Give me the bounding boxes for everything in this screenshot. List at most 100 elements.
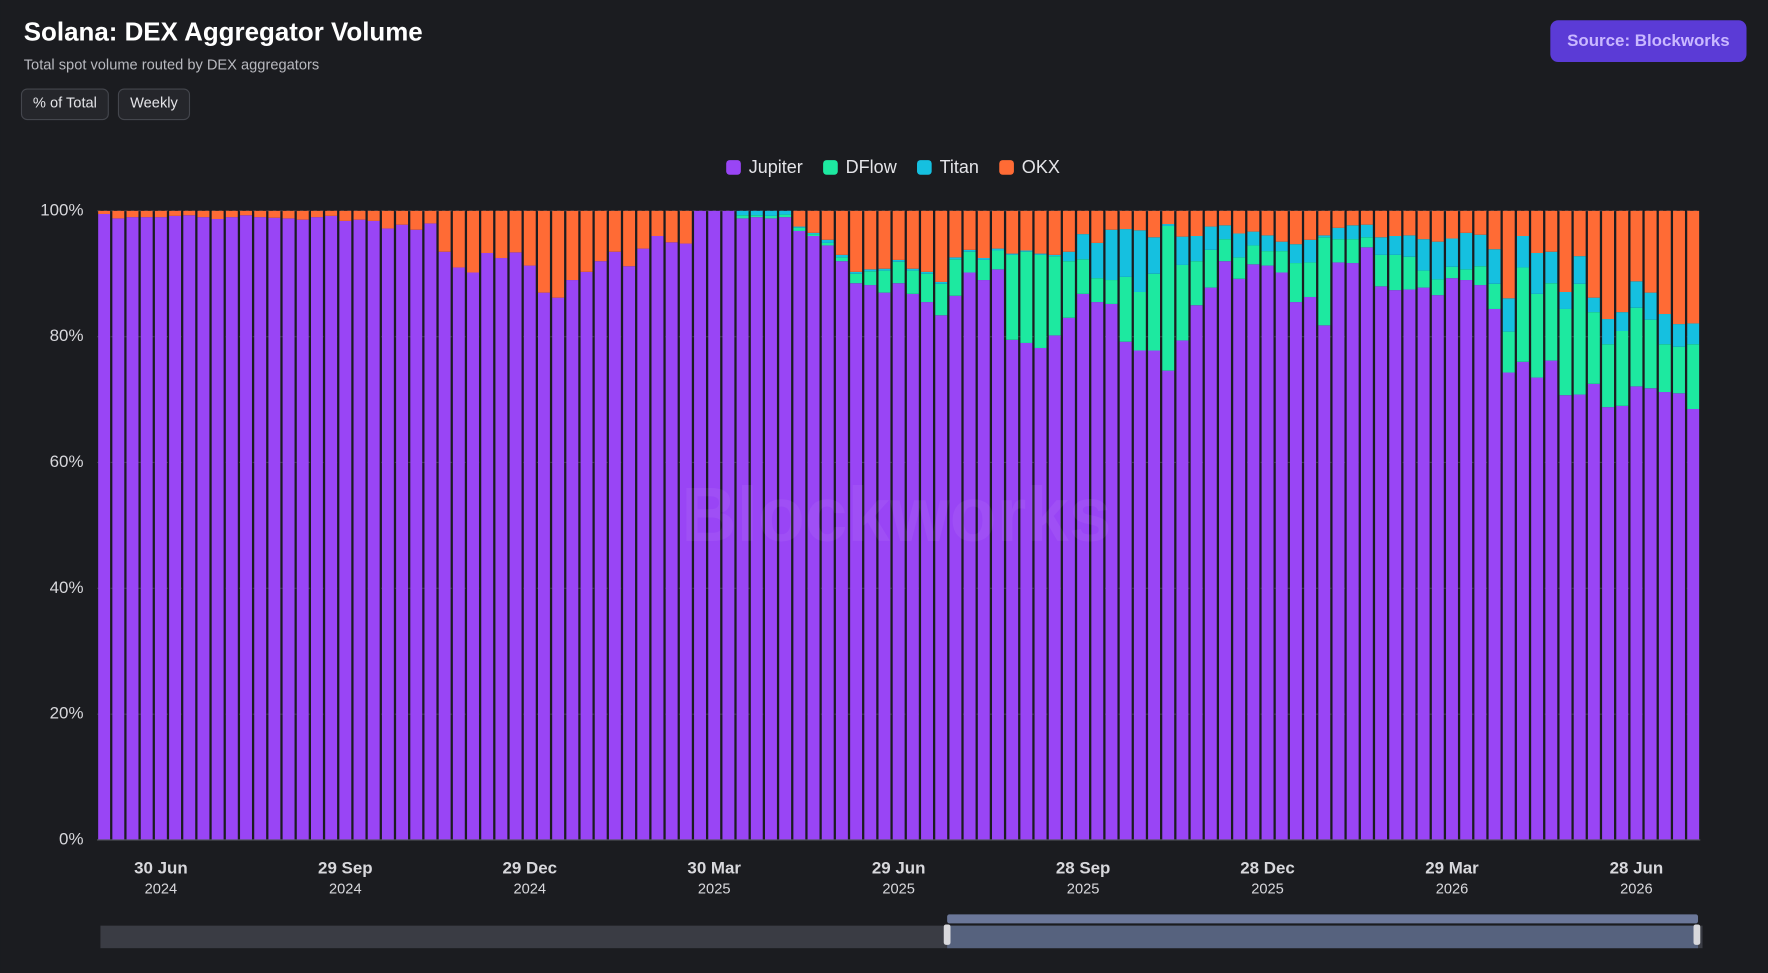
bar-segment bbox=[850, 210, 863, 272]
bar-segment bbox=[835, 261, 848, 840]
bar-segment bbox=[1446, 278, 1458, 840]
y-tick-label: 60% bbox=[50, 452, 84, 471]
navigator-handle[interactable] bbox=[1693, 924, 1701, 945]
bar-segment bbox=[1006, 254, 1019, 340]
bar-segment bbox=[1431, 295, 1444, 840]
bar-segment bbox=[169, 210, 182, 216]
navigator[interactable] bbox=[100, 914, 1703, 949]
bar-segment bbox=[1048, 254, 1061, 257]
bar-segment bbox=[1658, 314, 1671, 345]
bar-segment bbox=[296, 219, 309, 840]
bar-segment bbox=[1062, 317, 1075, 840]
bar-segment bbox=[467, 210, 479, 273]
bar-segment bbox=[765, 210, 777, 216]
navigator-scrollbar[interactable] bbox=[947, 914, 1699, 924]
x-tick-label: 30 Mar 2025 bbox=[687, 859, 741, 898]
button[interactable]: Weekly bbox=[117, 88, 191, 121]
bar-segment bbox=[637, 210, 650, 249]
bar-segment bbox=[1190, 261, 1203, 306]
x-tick-date: 30 Jun bbox=[134, 859, 188, 878]
bar-segment bbox=[495, 258, 508, 840]
bar-segment bbox=[1474, 210, 1487, 235]
bar-segment bbox=[1346, 239, 1359, 264]
bar-segment bbox=[410, 210, 423, 230]
bar-segment bbox=[1630, 210, 1643, 282]
bar-segment bbox=[1502, 372, 1515, 840]
button[interactable]: % of Total bbox=[20, 88, 109, 121]
bar-segment bbox=[1275, 272, 1288, 840]
bar-segment bbox=[765, 215, 777, 219]
bar-segment bbox=[935, 283, 948, 316]
x-tick-date: 28 Jun bbox=[1610, 859, 1664, 878]
bar-segment bbox=[921, 302, 933, 840]
button-bg[interactable] bbox=[117, 88, 191, 121]
bar-segment bbox=[566, 210, 579, 281]
bar-segment bbox=[552, 210, 565, 298]
bar-segment bbox=[835, 210, 848, 255]
bar-segment bbox=[1020, 250, 1033, 252]
bar-segment bbox=[779, 214, 792, 218]
button-bg[interactable] bbox=[20, 88, 109, 121]
legend-swatch bbox=[999, 160, 1014, 175]
bar-segment bbox=[1673, 393, 1685, 840]
bar-segment bbox=[353, 210, 366, 220]
y-tick-label: 0% bbox=[59, 829, 83, 848]
bar-segment bbox=[608, 210, 621, 252]
bar-segment bbox=[1318, 325, 1331, 840]
bar-segment bbox=[467, 272, 479, 840]
bar-segment bbox=[240, 210, 252, 216]
bar-segment bbox=[1318, 235, 1331, 238]
bar-segment bbox=[396, 224, 409, 840]
bar-segment bbox=[1077, 293, 1090, 840]
y-tick-label: 80% bbox=[50, 326, 84, 345]
navigator-handle[interactable] bbox=[943, 924, 951, 945]
bar-segment bbox=[1105, 303, 1118, 840]
button-label[interactable]: Weekly bbox=[130, 96, 178, 112]
source-label[interactable]: Source: Blockworks bbox=[1567, 31, 1730, 50]
bar-segment bbox=[963, 272, 976, 840]
source-button[interactable]: Source: Blockworks bbox=[1550, 20, 1747, 63]
bar-segment bbox=[1176, 236, 1189, 265]
bar-segment bbox=[821, 210, 834, 240]
bar-segment bbox=[878, 210, 891, 269]
bar-segment bbox=[1062, 251, 1075, 262]
y-tick-label: 100% bbox=[40, 200, 83, 219]
bar-segment bbox=[1545, 210, 1558, 252]
bar-segment bbox=[268, 210, 281, 218]
bar-segment bbox=[1133, 291, 1146, 351]
bar-segment bbox=[992, 250, 1004, 270]
bar-segment bbox=[963, 251, 976, 273]
bar-segment bbox=[1133, 230, 1146, 292]
x-tick-year: 2024 bbox=[513, 881, 546, 897]
bar-segment bbox=[637, 248, 650, 840]
bar-segment bbox=[1091, 210, 1104, 243]
bar-segment bbox=[1077, 259, 1090, 294]
bar-segment bbox=[878, 268, 891, 271]
bar-segment bbox=[126, 210, 139, 218]
bar-segment bbox=[154, 210, 167, 218]
bar-segment bbox=[949, 210, 962, 258]
bar-segment bbox=[1417, 239, 1430, 271]
bar-segment bbox=[1119, 276, 1132, 342]
bar-segment bbox=[1062, 261, 1075, 318]
bar-segment bbox=[1602, 210, 1615, 320]
bar-segment bbox=[1247, 245, 1260, 265]
navigator-range[interactable] bbox=[947, 925, 1699, 949]
bar-segment bbox=[1545, 360, 1558, 840]
button-label[interactable]: % of Total bbox=[33, 96, 97, 112]
bar-segment bbox=[1077, 210, 1090, 235]
bar-segment bbox=[1375, 237, 1388, 255]
bar-segment bbox=[1219, 261, 1231, 840]
x-tick-year: 2026 bbox=[1436, 881, 1469, 897]
bar-segment bbox=[1460, 280, 1473, 840]
bar-segment bbox=[1105, 210, 1118, 230]
bar-segment bbox=[1219, 210, 1231, 226]
x-tick-label: 28 Sep 2025 bbox=[1056, 859, 1111, 898]
bar-segment bbox=[325, 215, 338, 840]
bar-segment bbox=[1233, 278, 1246, 840]
bar-segment bbox=[1460, 232, 1473, 270]
bar-segment bbox=[1318, 210, 1331, 236]
bar-segment bbox=[1360, 237, 1373, 248]
legend-label: Jupiter bbox=[749, 157, 803, 177]
source-bg[interactable] bbox=[1550, 20, 1747, 63]
